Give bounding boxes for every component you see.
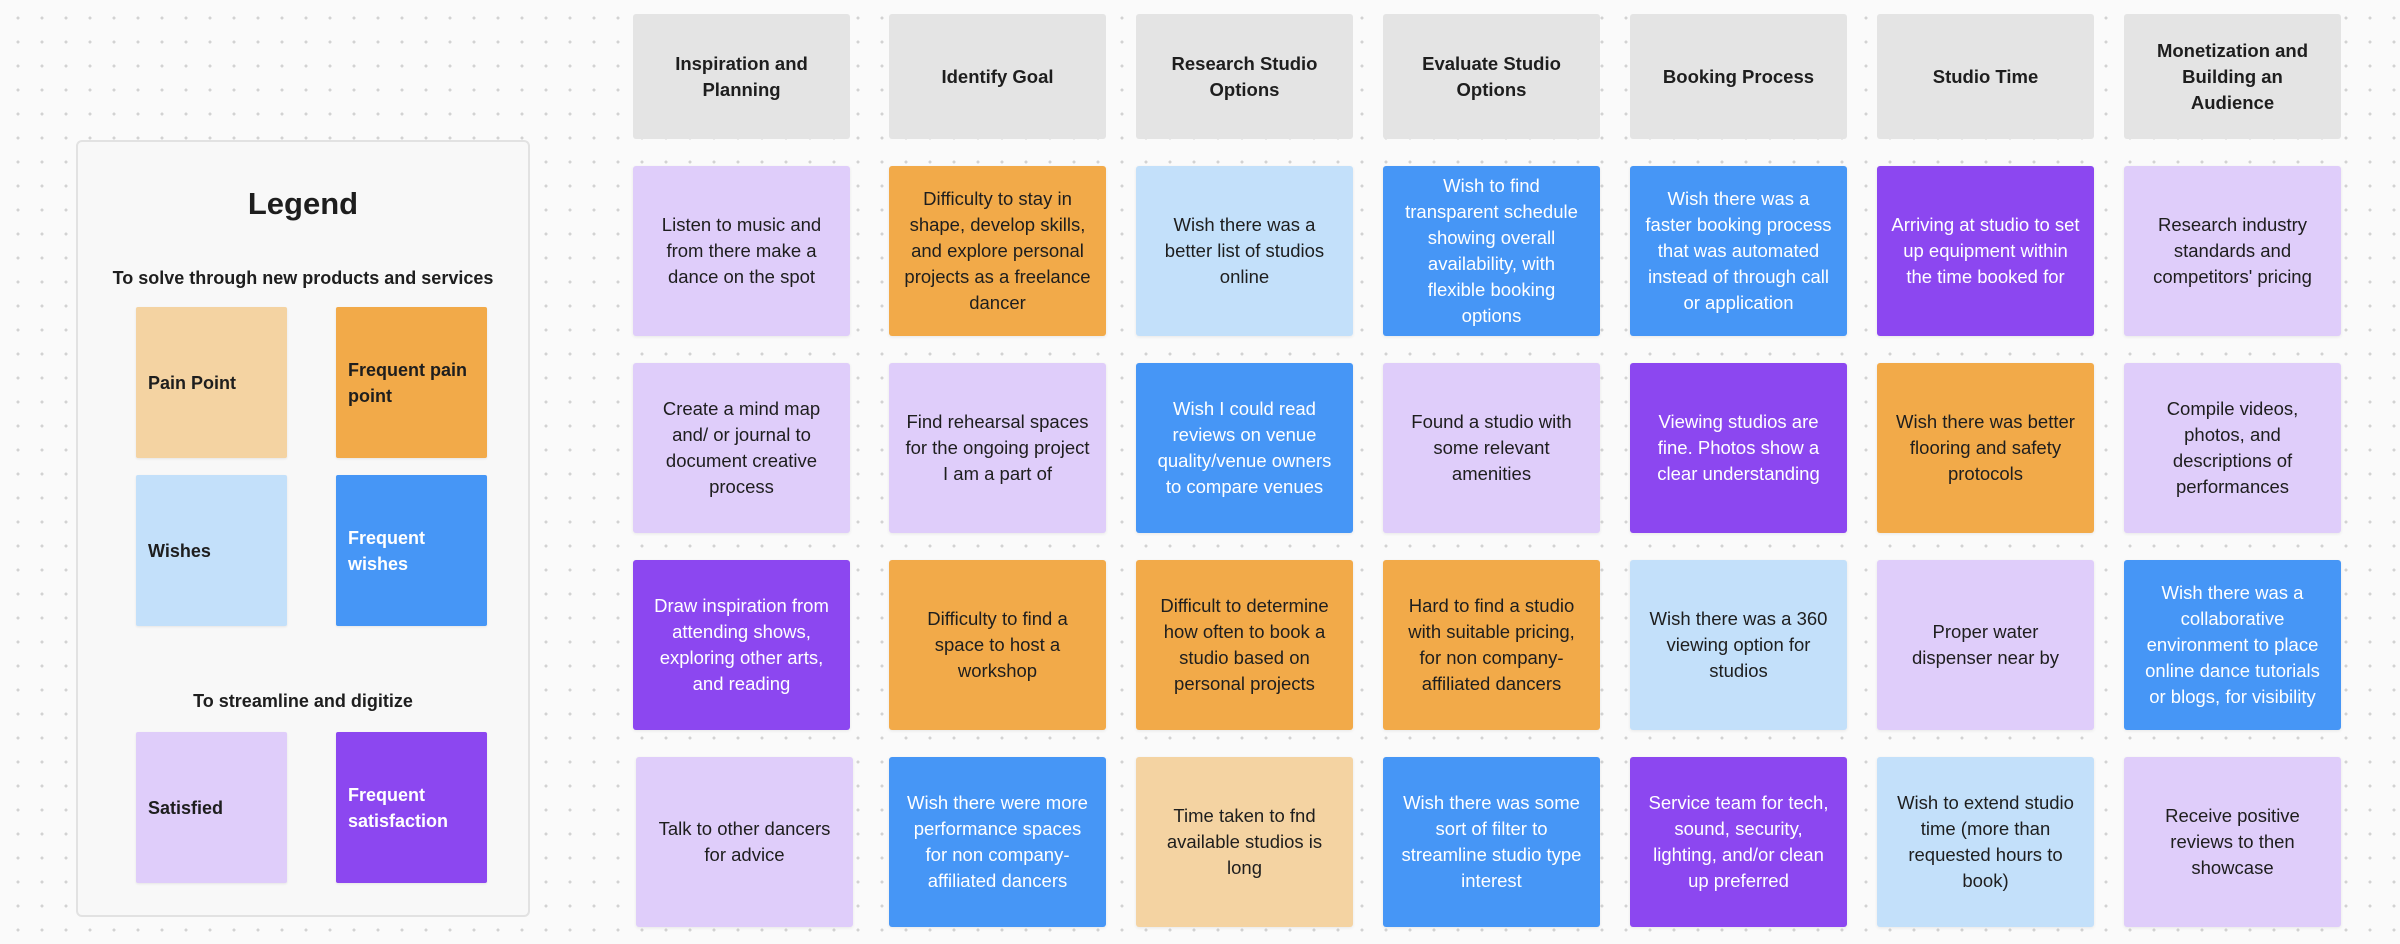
sticky-note[interactable]: Wish there was a faster booking process … (1630, 166, 1847, 336)
legend-label-wishes: Wishes (148, 540, 211, 561)
column-header-monetization-audience[interactable]: Monetization and Building an Audience (2124, 14, 2341, 139)
sticky-note[interactable]: Difficulty to stay in shape, develop ski… (889, 166, 1106, 336)
sticky-note[interactable]: Wish there were more performance spaces … (889, 757, 1106, 927)
sticky-note[interactable]: Wish there was better flooring and safet… (1877, 363, 2094, 533)
sticky-note[interactable]: Wish there was some sort of filter to st… (1383, 757, 1600, 927)
sticky-note[interactable]: Difficult to determine how often to book… (1136, 560, 1353, 730)
sticky-note[interactable]: Find rehearsal spaces for the ongoing pr… (889, 363, 1106, 533)
sticky-note[interactable]: Talk to other dancers for advice (636, 757, 853, 927)
legend-section-solve: To solve through new products and servic… (112, 268, 494, 288)
legend-swatch-pain-point: Pain Point (136, 307, 287, 458)
sticky-note[interactable]: Wish there was a 360 viewing option for … (1630, 560, 1847, 730)
sticky-note[interactable]: Compile videos, photos, and descriptions… (2124, 363, 2341, 533)
legend-label-frequent-satisfaction: Frequent satisfaction (348, 784, 449, 831)
sticky-note[interactable]: Wish to extend studio time (more than re… (1877, 757, 2094, 927)
legend-swatch-satisfied: Satisfied (136, 732, 287, 883)
sticky-note[interactable]: Found a studio with some relevant amenit… (1383, 363, 1600, 533)
legend-swatch-frequent-wishes: Frequent wishes (336, 475, 487, 626)
column-header-identify-goal[interactable]: Identify Goal (889, 14, 1106, 139)
sticky-note[interactable]: Create a mind map and/ or journal to doc… (633, 363, 850, 533)
sticky-note[interactable]: Wish there was a better list of studios … (1136, 166, 1353, 336)
column-header-evaluate-studio-options[interactable]: Evaluate Studio Options (1383, 14, 1600, 139)
sticky-note[interactable]: Receive positive reviews to then showcas… (2124, 757, 2341, 927)
legend-title: Legend (247, 186, 359, 221)
legend-swatch-frequent-satisfaction: Frequent satisfaction (336, 732, 487, 883)
legend-label-frequent-wishes: Frequent wishes (348, 527, 426, 574)
legend-label-frequent-pain-point: Frequent pain point (348, 359, 468, 406)
sticky-note[interactable]: Arriving at studio to set up equipment w… (1877, 166, 2094, 336)
legend-swatch-wishes: Wishes (136, 475, 287, 626)
legend-swatch-frequent-pain-point: Frequent pain point (336, 307, 487, 458)
sticky-note[interactable]: Difficulty to find a space to host a wor… (889, 560, 1106, 730)
sticky-note[interactable]: Proper water dispenser near by (1877, 560, 2094, 730)
sticky-note[interactable]: Wish I could read reviews on venue quali… (1136, 363, 1353, 533)
legend-panel: Legend To solve through new products and… (76, 140, 530, 917)
column-header-research-studio-options[interactable]: Research Studio Options (1136, 14, 1353, 139)
sticky-note[interactable]: Wish there was a collaborative environme… (2124, 560, 2341, 730)
sticky-note[interactable]: Draw inspiration from attending shows, e… (633, 560, 850, 730)
legend-label-pain-point: Pain Point (148, 372, 237, 393)
sticky-note[interactable]: Research industry standards and competit… (2124, 166, 2341, 336)
sticky-note[interactable]: Service team for tech, sound, security, … (1630, 757, 1847, 927)
sticky-note[interactable]: Viewing studios are fine. Photos show a … (1630, 363, 1847, 533)
sticky-note[interactable]: Listen to music and from there make a da… (633, 166, 850, 336)
sticky-note[interactable]: Hard to find a studio with suitable pric… (1383, 560, 1600, 730)
legend-label-satisfied: Satisfied (148, 797, 224, 818)
sticky-note[interactable]: Time taken to fnd available studios is l… (1136, 757, 1353, 927)
column-header-studio-time[interactable]: Studio Time (1877, 14, 2094, 139)
column-header-booking-process[interactable]: Booking Process (1630, 14, 1847, 139)
sticky-note[interactable]: Wish to find transparent schedule showin… (1383, 166, 1600, 336)
legend-section-streamline: To streamline and digitize (193, 691, 413, 711)
column-header-inspiration-planning[interactable]: Inspiration and Planning (633, 14, 850, 139)
